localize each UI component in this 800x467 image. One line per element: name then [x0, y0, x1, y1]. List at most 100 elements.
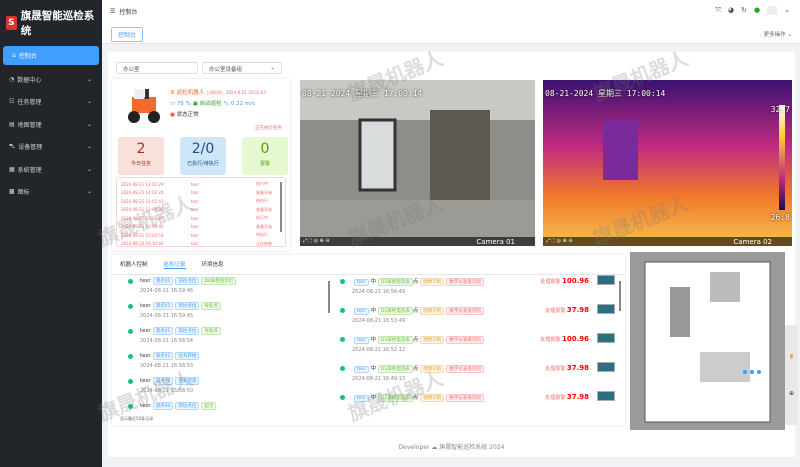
alarm-level: 中 [370, 366, 376, 372]
camera-01[interactable]: 08-21-2024 星期三 17:00:14 ⤢ ⛶ ◎ ⊕ ⊖ Camera… [300, 80, 535, 246]
stat-card[interactable]: 2 今日任务 [118, 137, 164, 175]
alarm-thumbnail[interactable] [597, 304, 615, 314]
handle-alarm-link[interactable]: 处理报警 [545, 366, 566, 372]
stat-card[interactable]: 0 报警 [242, 137, 288, 175]
sidebar-item[interactable]: ▩ 图标 ⌄ [0, 181, 102, 204]
alarm-method: 数字仪表盘识别 [446, 336, 484, 344]
alarm-record: tesr 中 D3屏柜电流表点图像识别 数字仪表盘识别 处理报警 100.96 2024… [338, 333, 623, 364]
map-toolbar[interactable]: ▮ ⊕ [785, 325, 798, 425]
alarm-thumbnail[interactable] [597, 391, 615, 401]
alarm-user: tesr [354, 279, 369, 286]
record-tag: 任务结束 [175, 377, 200, 385]
log-status: 执行中 [256, 181, 268, 187]
sidebar-item[interactable]: ◔ 数据中心 ⌄ [0, 68, 102, 91]
sidebar-item[interactable]: ▦ 系统管理 ⌄ [0, 158, 102, 181]
handle-alarm-link[interactable]: 处理报警 [545, 308, 566, 314]
panel-tab[interactable]: 巡检记录 [163, 262, 186, 269]
list-icon: ☷ [9, 98, 15, 106]
alarm-type: 图像识别 [420, 336, 445, 344]
log-time: 2024-08-21 12:00:00 [121, 207, 164, 213]
task-log-row[interactable]: 2024-08-21 10:03:54 tesr 待执行 [121, 231, 281, 240]
stat-card[interactable]: 2/0 已执行/待执行 [180, 137, 226, 175]
handle-alarm-link[interactable]: 处理报警 [540, 279, 561, 285]
fullscreen-icon[interactable]: ⤧ [715, 6, 722, 14]
header: ☰ 控制台 ⤧ ◕ ↻ ● ⌄ [102, 0, 800, 22]
record-user: tesr [140, 378, 151, 384]
avatar[interactable] [767, 6, 778, 15]
alarm-scrollbar[interactable] [619, 281, 621, 311]
timeline-dot [128, 279, 133, 284]
camera-02[interactable]: 08-21-2024 星期三 17:00:14 32.7 26.8 ⤢ ⛶ ◎ … [543, 80, 792, 246]
task-log-row[interactable]: 2024-08-21 14:01:43 tesr 待执行 [121, 197, 281, 206]
chevron-down-icon: ⌄ [86, 120, 92, 128]
log-status: 准备开始 [256, 206, 272, 212]
alarm-thumbnail[interactable] [597, 362, 615, 372]
alarm-thumbnail[interactable] [597, 333, 615, 343]
sidebar-item[interactable]: ⛍ 设备管理 ⌄ [0, 136, 102, 159]
camera-02-controls[interactable]: ⤢ ⛶ ◎ ⊕ ⊖ Camera 02 [543, 237, 792, 246]
handle-alarm-link[interactable]: 处理报警 [545, 395, 566, 401]
record-time: 2024-08-21 16:58:53 [140, 363, 194, 369]
alarm-type: 图像识别 [420, 365, 445, 373]
log-task: tesr [191, 232, 199, 238]
panel-tab[interactable]: 机器人控制 [120, 262, 148, 268]
alarm-method: 数字仪表盘识别 [446, 394, 484, 402]
marker-icon[interactable]: ▮ [789, 353, 794, 360]
user-icon[interactable]: ● [754, 6, 761, 14]
alarm-user: tesr [354, 308, 369, 315]
palette-icon[interactable]: ◕ [728, 6, 735, 14]
task-log-row[interactable]: 2024-08-21 14:02:29 tesr 执行中 [121, 180, 281, 189]
task-link[interactable]: 正在执行任务 [255, 126, 282, 131]
patrol-scrollbar[interactable] [328, 281, 330, 313]
timeline-dot [340, 308, 345, 313]
task-log-row[interactable]: 2024-08-21 10:04:46 tesr 准备开始 [121, 223, 281, 232]
group-select[interactable]: 办公室设备组 ⌄ [202, 62, 282, 74]
record-tag: D4屏柜指示灯 [201, 277, 237, 285]
alarm-suffix: 点 [412, 395, 419, 401]
record-tag: 起点 [201, 402, 217, 410]
timeline-dot [128, 304, 133, 309]
task-log-row[interactable]: 2024-08-21 14:02:26 tesr 准备开始 [121, 189, 281, 198]
alarm-method: 数字仪表盘识别 [446, 365, 484, 373]
task-log-row[interactable]: 2024-08-21 10:04:47 tesr 执行中 [121, 214, 281, 223]
chevron-down-icon[interactable]: ⌄ [784, 6, 790, 14]
timeline-dot [340, 279, 345, 284]
zoom-icon[interactable]: ⊕ [788, 390, 795, 397]
timeline-dot [128, 404, 133, 409]
record-tag: 测点41 [152, 302, 174, 310]
map-icon: ▤ [9, 120, 15, 128]
alarm-method: 数字仪表盘识别 [446, 307, 484, 315]
more-ops-dropdown[interactable]: 更多操作 ⌄ [763, 32, 792, 38]
alarm-point: D1屏柜电流表 [378, 307, 413, 315]
alarm-point: D1屏柜电流表 [378, 365, 413, 373]
alarm-time: 2024-08-21 16:49:13 [352, 376, 406, 382]
robot-name: 巡检机器人 [176, 90, 205, 96]
patrol-record: tesr 测点41 前往点位 D4屏柜指示灯 2024-08-21 16:59:46 [126, 277, 336, 302]
temp-max: 32.7 [770, 105, 790, 114]
task-log-row[interactable]: 2024-08-21 12:00:00 tesr 准备开始 [121, 206, 281, 215]
record-user: tesr [140, 403, 151, 409]
sidebar-item[interactable]: ▤ 地图管理 ⌄ [0, 113, 102, 136]
refresh-icon[interactable]: ↻ [741, 6, 748, 14]
map-view[interactable] [630, 252, 785, 430]
log-status: 准备开始 [256, 189, 272, 195]
alarm-thumbnail[interactable] [597, 275, 615, 285]
record-time: 2024-08-21 16:59:46 [140, 288, 194, 294]
stat-label: 报警 [259, 161, 270, 167]
panel-tab[interactable]: 环境信息 [201, 262, 224, 268]
patrol-record: tesr 测点40 任务结束 2024-08-21 16:58:50 [126, 377, 336, 402]
alarm-user: tesr [354, 395, 369, 402]
menu-toggle-icon[interactable]: ☰ [110, 7, 116, 15]
log-status: 执行中 [256, 215, 268, 221]
task-log-row[interactable]: 2024-08-20 16:10:44 tesr 正在结束 [121, 240, 281, 246]
tab-console[interactable]: 控制台 [111, 27, 144, 42]
handle-alarm-link[interactable]: 处理报警 [540, 337, 561, 343]
sidebar-item[interactable]: ⌂ 控制台 [3, 46, 99, 65]
scrollbar[interactable] [280, 182, 282, 232]
sidebar-item[interactable]: ☷ 任务管理 ⌄ [0, 91, 102, 114]
timeline-dot [128, 379, 133, 384]
camera-01-controls[interactable]: ⤢ ⛶ ◎ ⊕ ⊖ Camera 01 [300, 237, 535, 246]
area-select[interactable]: 办公室 [116, 62, 198, 74]
alarm-value: 37.98 [566, 393, 589, 401]
alarm-suffix: 点 [412, 308, 419, 314]
